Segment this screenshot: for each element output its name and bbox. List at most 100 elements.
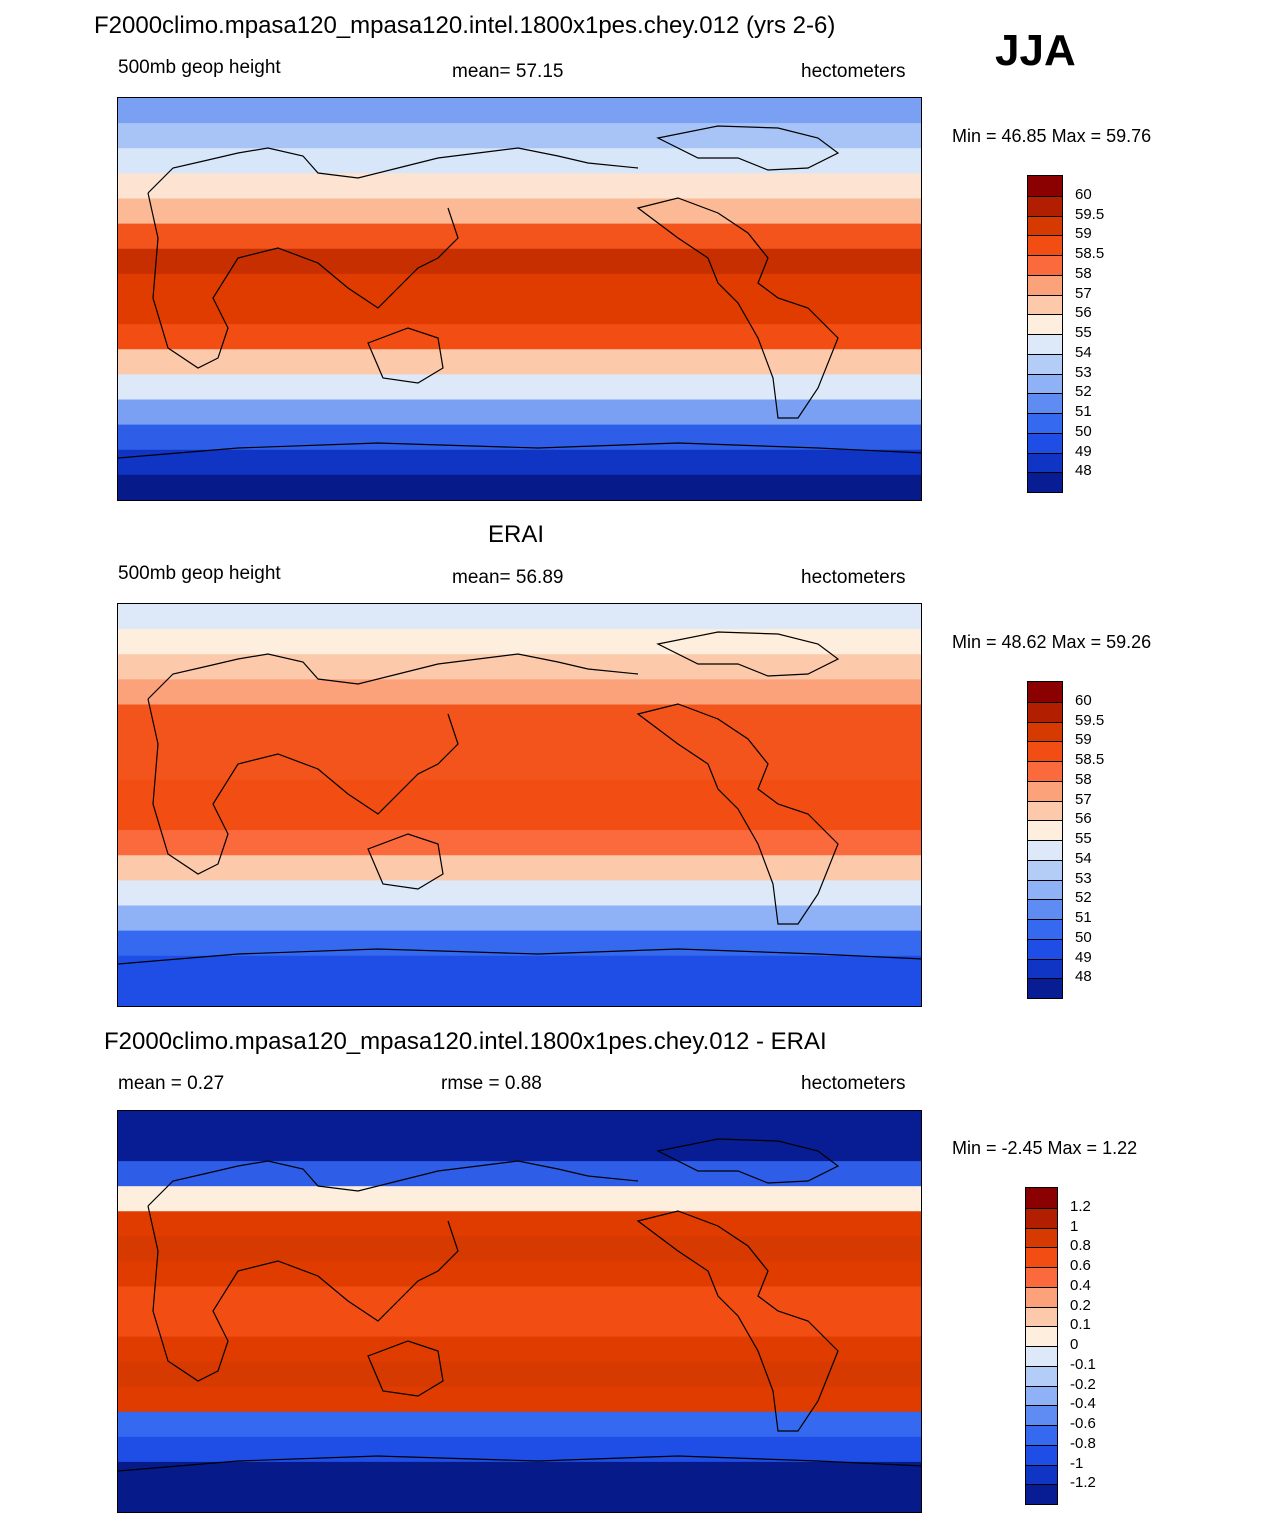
colorbar-tick-label: 0.4 <box>1070 1276 1091 1294</box>
contour-band <box>118 629 921 656</box>
colorbar-tick-label: 53 <box>1075 869 1092 887</box>
panel-1-units-label: hectometers <box>801 61 906 82</box>
colorbar-tick-label: 60 <box>1075 185 1092 203</box>
contour-band <box>118 980 921 1006</box>
colorbar-swatch <box>1028 721 1062 742</box>
colorbar-swatch <box>1028 978 1062 998</box>
panel-3-map <box>117 1110 922 1513</box>
colorbar-tick-label: 50 <box>1075 422 1092 440</box>
colorbar-swatch <box>1026 1385 1057 1406</box>
colorbar-swatch <box>1028 393 1062 413</box>
contour-band <box>118 1261 921 1288</box>
colorbar-tick-label: 1 <box>1070 1217 1079 1235</box>
panel-3-mean-label: mean = 0.27 <box>118 1073 225 1094</box>
contour-band <box>118 779 921 806</box>
contour-band <box>118 1311 921 1338</box>
contour-band <box>118 349 921 376</box>
colorbar-swatch <box>1028 741 1062 761</box>
colorbar-swatch <box>1028 215 1062 236</box>
colorbar-tick-label: 52 <box>1075 383 1092 401</box>
contour-band <box>118 1161 921 1188</box>
coastline <box>367 327 444 384</box>
colorbar-tick-label: 58.5 <box>1075 751 1105 768</box>
colorbar-swatch <box>1026 1207 1057 1228</box>
contour-band <box>118 754 921 781</box>
contour-band <box>118 654 921 681</box>
colorbar-tick-label: 55 <box>1075 830 1092 847</box>
colorbar-swatch <box>1028 176 1062 196</box>
contour-band <box>118 805 921 832</box>
contour-band <box>118 830 921 857</box>
colorbar-swatch <box>1028 761 1062 781</box>
contour-band <box>118 123 921 150</box>
colorbar-tick-label: 57 <box>1075 790 1092 808</box>
colorbar-tick-label: 52 <box>1075 889 1092 907</box>
colorbar-swatch <box>1026 1286 1057 1307</box>
colorbar-swatch <box>1028 800 1062 821</box>
contour-band <box>118 855 921 882</box>
colorbar-tick-label: -0.8 <box>1070 1434 1096 1452</box>
colorbar-swatch <box>1028 432 1062 453</box>
colorbar-swatch <box>1028 274 1062 295</box>
colorbar-swatch <box>1028 840 1062 860</box>
colorbar-swatch <box>1028 314 1062 334</box>
colorbar-tick-label: 51 <box>1075 403 1092 420</box>
colorbar-swatch <box>1026 1365 1057 1386</box>
panel-2-variable-label: 500mb geop height <box>118 563 281 584</box>
contour-band <box>118 880 921 907</box>
contour-band <box>118 1361 921 1388</box>
colorbar-swatch <box>1028 294 1062 315</box>
contour-band <box>118 248 921 275</box>
colorbar-swatch <box>1028 195 1062 216</box>
colorbar-tick-label: -1 <box>1070 1454 1084 1472</box>
colorbar-tick-label: 59 <box>1075 225 1092 243</box>
colorbar-swatch <box>1028 472 1062 492</box>
colorbar-swatch <box>1026 1227 1057 1248</box>
coastline <box>636 703 839 925</box>
contour-band <box>118 273 921 300</box>
colorbar-tick-label: 59.5 <box>1075 205 1105 223</box>
coastline <box>118 442 921 459</box>
contour-band <box>118 905 921 932</box>
colorbar-tick-label: 49 <box>1075 442 1092 460</box>
contour-band <box>118 223 921 250</box>
panel-1-variable-label: 500mb geop height <box>118 57 281 78</box>
coastline <box>147 1205 459 1382</box>
contour-band <box>118 1386 921 1413</box>
contour-band <box>118 1111 921 1138</box>
contour-band <box>118 1186 921 1213</box>
coastline <box>147 698 459 875</box>
colorbar-swatch <box>1028 452 1062 473</box>
panel-3-colorbar <box>1025 1187 1058 1505</box>
season-label: JJA <box>995 26 1076 75</box>
colorbar-tick-label: -0.1 <box>1070 1355 1096 1373</box>
colorbar-swatch <box>1028 373 1062 394</box>
contour-band <box>118 399 921 426</box>
panel-1-colorbar <box>1027 175 1063 493</box>
panel-2-colorbar <box>1027 681 1063 999</box>
colorbar-swatch <box>1028 255 1062 275</box>
contour-band <box>118 449 921 476</box>
panel-2-map <box>117 603 922 1007</box>
colorbar-tick-label: 0.2 <box>1070 1296 1091 1314</box>
colorbar-tick-label: -1.2 <box>1070 1474 1096 1492</box>
colorbar-swatch <box>1026 1425 1057 1445</box>
panel-3-min-max: Min = -2.45 Max = 1.22 <box>952 1138 1138 1158</box>
colorbar-swatch <box>1028 780 1062 801</box>
colorbar-swatch <box>1028 353 1062 374</box>
colorbar-tick-label: 49 <box>1075 948 1092 966</box>
colorbar-swatch <box>1026 1188 1057 1208</box>
colorbar-tick-label: 54 <box>1075 343 1092 361</box>
panel-2-title: ERAI <box>488 521 545 548</box>
colorbar-swatch <box>1028 334 1062 354</box>
colorbar-tick-label: 56 <box>1075 304 1092 322</box>
contour-band <box>118 1211 921 1238</box>
contour-band <box>118 374 921 401</box>
colorbar-tick-label: 1.2 <box>1070 1197 1091 1215</box>
colorbar-swatch <box>1026 1247 1057 1267</box>
map-svg <box>118 98 921 500</box>
coastline <box>147 147 639 194</box>
contour-band <box>118 173 921 200</box>
contour-band <box>118 955 921 982</box>
coastline <box>147 653 639 700</box>
